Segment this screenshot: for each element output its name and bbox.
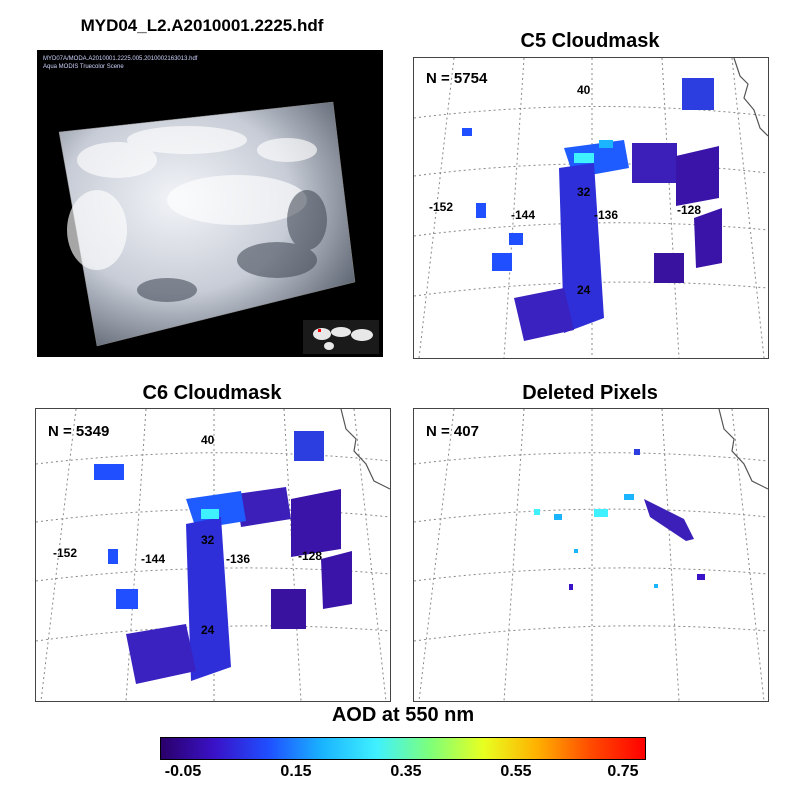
thumbnail-caption-line2: Aqua MODIS Truecolor Scene xyxy=(43,64,124,70)
truecolor-thumbnail: MYD07A/MODA.A2010001.2225.005.2010002163… xyxy=(37,50,383,357)
colorbar-tick-2: 0.35 xyxy=(390,763,422,780)
c5-lon128-label: -128 xyxy=(677,203,702,217)
colorbar-tick-1: 0.15 xyxy=(280,763,312,780)
aod-colorbar xyxy=(160,737,646,760)
c5-lat24-label: 24 xyxy=(577,283,591,297)
c5-lon136-label: -136 xyxy=(594,208,619,222)
c6-lat32-label: 32 xyxy=(201,533,215,547)
c5-lat32-label: 32 xyxy=(577,185,591,199)
aod-retrievals xyxy=(94,431,352,684)
c5-lat40-label: 40 xyxy=(577,83,591,97)
c5-lon144-label: -144 xyxy=(511,208,536,222)
aod-retrievals xyxy=(462,78,722,341)
c6-lon144-label: -144 xyxy=(141,552,166,566)
c6-lat40-label: 40 xyxy=(201,433,215,447)
c6-lon128-label: -128 xyxy=(298,549,323,563)
c6-lon136-label: -136 xyxy=(226,552,251,566)
deleted-retrievals xyxy=(534,449,705,590)
deleted-pixel-count: N = 407 xyxy=(426,423,479,440)
c6-lon152-label: -152 xyxy=(53,546,78,560)
granule-filename-title: MYD04_L2.A2010001.2225.hdf xyxy=(80,16,324,35)
c5-panel-title: C5 Cloudmask xyxy=(520,30,660,52)
coastline xyxy=(340,409,390,490)
c5-map-graphic xyxy=(414,58,768,358)
c6-cloudmask-map: N = 5349 40 32 24 -152 -144 -136 -128 xyxy=(35,408,391,702)
deleted-panel-title: Deleted Pixels xyxy=(522,382,658,404)
c6-panel-title: C6 Cloudmask xyxy=(142,382,282,404)
c5-cloudmask-map: N = 5754 40 32 24 -152 -144 -136 -128 xyxy=(413,57,769,359)
coastline xyxy=(718,409,768,490)
colorbar-title: AOD at 550 nm xyxy=(331,704,475,726)
deleted-pixels-map: N = 407 xyxy=(413,408,769,702)
colorbar-tick-3: 0.55 xyxy=(500,763,532,780)
colorbar-tick-4: 0.75 xyxy=(607,763,639,780)
truecolor-scene xyxy=(58,101,379,354)
c5-lon152-label: -152 xyxy=(429,200,454,214)
c6-lat24-label: 24 xyxy=(201,623,215,637)
deleted-map-graphic xyxy=(414,409,768,701)
graticule xyxy=(414,409,768,701)
location-marker-icon xyxy=(318,329,321,332)
c6-map-graphic xyxy=(36,409,390,701)
c5-pixel-count: N = 5754 xyxy=(426,70,488,87)
colorbar-tick-0: -0.05 xyxy=(164,763,202,780)
coastline xyxy=(733,58,768,137)
c6-pixel-count: N = 5349 xyxy=(48,423,110,440)
thumbnail-caption-line1: MYD07A/MODA.A2010001.2225.005.2010002163… xyxy=(43,56,198,62)
